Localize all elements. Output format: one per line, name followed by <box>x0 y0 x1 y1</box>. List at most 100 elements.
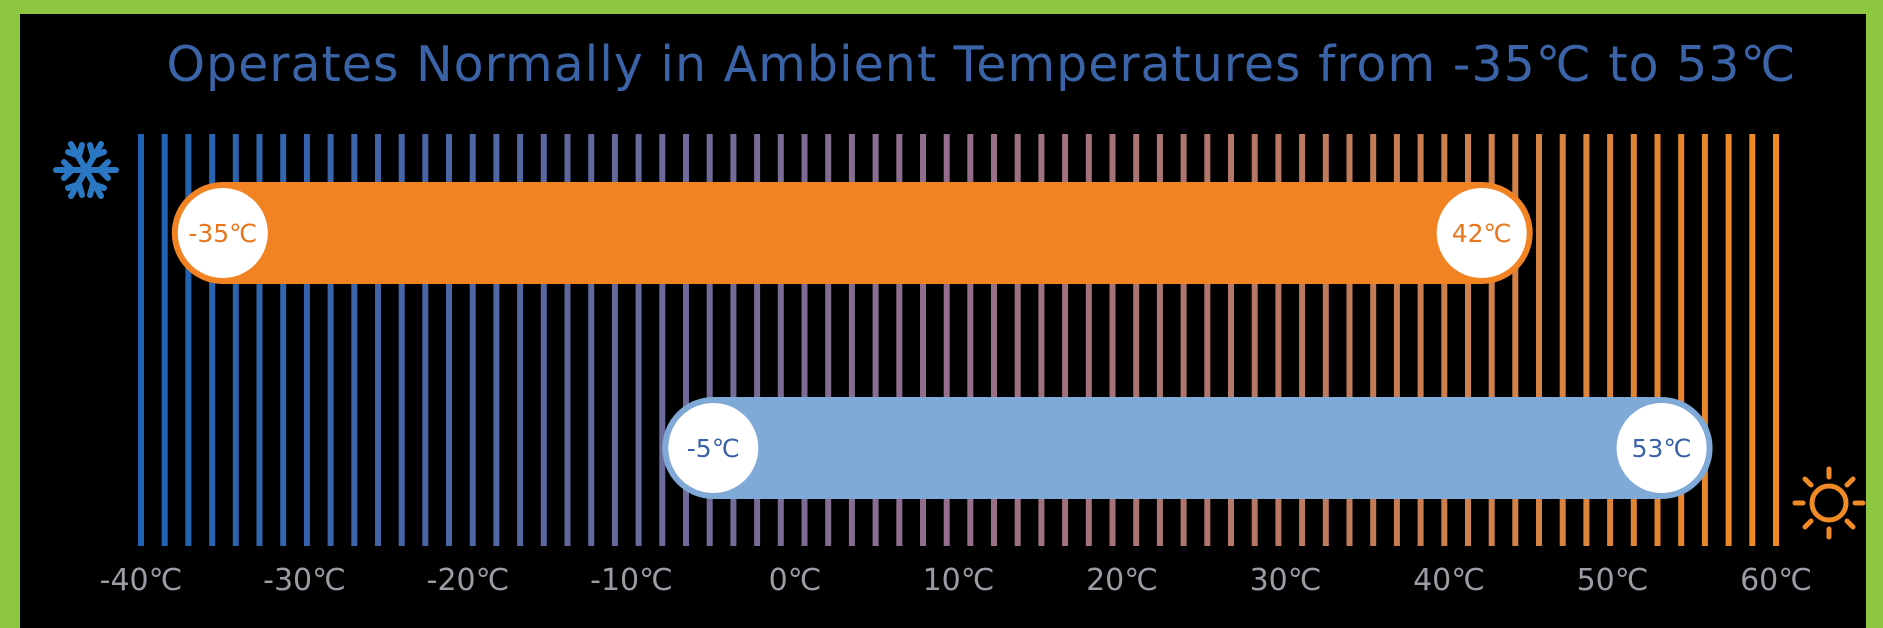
gradient-stripe <box>1725 134 1732 546</box>
page-title: Operates Normally in Ambient Temperature… <box>166 36 1797 93</box>
gradient-stripe <box>896 134 903 546</box>
orange-range-fill <box>171 182 1533 284</box>
gradient-stripe <box>564 134 571 546</box>
gradient-stripe <box>659 134 666 546</box>
blue-range-to-label: 53℃ <box>1632 434 1692 463</box>
gradient-stripe <box>1228 134 1234 546</box>
gradient-stripe <box>1654 134 1661 546</box>
scale-tick-labels: -40℃ -30℃ -20℃ -10℃ 0℃ 10℃ 20℃ 30℃ 40℃ 50℃ 60℃ <box>100 563 1812 598</box>
gradient-stripe <box>777 134 784 546</box>
gradient-stripe <box>1559 134 1566 546</box>
gradient-stripe <box>1370 134 1377 546</box>
gradient-stripe <box>706 134 713 546</box>
gradient-stripe <box>1607 134 1614 546</box>
gradient-stripe <box>469 134 476 546</box>
gradient-stripe <box>611 134 618 546</box>
gradient-stripe <box>1085 134 1092 546</box>
orange-range-bar: -35℃ 42℃ <box>171 182 1533 284</box>
frame-border-left <box>0 0 20 628</box>
gradient-stripe <box>730 134 737 546</box>
gradient-stripe <box>256 134 263 546</box>
gradient-stripe <box>1180 134 1187 546</box>
gradient-stripe <box>1156 134 1163 546</box>
gradient-stripe <box>540 134 547 546</box>
frame-border-right <box>1866 0 1883 628</box>
gradient-stripe <box>825 134 832 546</box>
gradient-stripe <box>209 134 216 546</box>
gradient-stripe <box>422 134 429 546</box>
gradient-stripe <box>1275 134 1282 546</box>
gradient-stripe <box>446 134 452 546</box>
gradient-stripe <box>1749 134 1756 546</box>
orange-range-from-marker <box>177 188 268 278</box>
gradient-stripe <box>517 134 524 546</box>
orange-range-from-label: -35℃ <box>188 219 257 248</box>
gradient-stripe <box>920 134 926 546</box>
gradient-stripe <box>872 134 879 546</box>
gradient-stripe <box>1062 134 1069 546</box>
orange-range-to-label: 42℃ <box>1452 219 1512 248</box>
gradient-stripe <box>683 134 689 546</box>
gradient-stripe <box>1346 134 1353 546</box>
gradient-stripe <box>754 134 761 546</box>
gradient-stripe <box>161 134 168 546</box>
gradient-stripe <box>1465 134 1471 546</box>
gradient-stripe <box>1701 134 1708 546</box>
gradient-stripe <box>1251 134 1258 546</box>
gradient-stripe <box>1038 134 1045 546</box>
tick-label: 40℃ <box>1413 563 1485 598</box>
gradient-stripe <box>375 134 381 546</box>
gradient-stripe <box>138 134 144 546</box>
gradient-stripe <box>1678 134 1685 546</box>
range-bars: -35℃ 42℃ -5℃ 53℃ <box>171 182 1713 499</box>
gradient-stripe <box>1393 134 1400 546</box>
gradient-stripe <box>588 134 595 546</box>
gradient-stripe <box>1417 134 1424 546</box>
gradient-stripe <box>635 134 642 546</box>
gradient-stripe <box>1322 134 1329 546</box>
tick-label: 30℃ <box>1250 563 1322 598</box>
gradient-stripe <box>1630 134 1637 546</box>
gradient-stripe <box>943 134 950 546</box>
gradient-stripe <box>848 134 855 546</box>
gradient-stripe <box>493 134 500 546</box>
gradient-stripe <box>1109 134 1116 546</box>
tick-label: 60℃ <box>1740 563 1812 598</box>
frame-border-top <box>0 0 1883 14</box>
gradient-stripe <box>280 134 287 546</box>
gradient-stripe <box>991 134 997 546</box>
tick-label: -20℃ <box>427 563 510 598</box>
gradient-stripe <box>1512 134 1519 546</box>
tick-label: 10℃ <box>923 563 995 598</box>
blue-range-to-marker <box>1616 403 1707 493</box>
gradient-stripe <box>967 134 974 546</box>
gradient-stripe <box>1204 134 1211 546</box>
tick-label: -10℃ <box>590 563 673 598</box>
gradient-stripe <box>1488 134 1495 546</box>
gradient-stripe <box>232 134 239 546</box>
gradient-stripe <box>1441 134 1448 546</box>
gradient-stripe <box>1583 134 1590 546</box>
sun-icon <box>1792 466 1866 540</box>
gradient-stripe <box>1536 134 1542 546</box>
blue-range-from-marker <box>668 403 759 493</box>
tick-label: 20℃ <box>1086 563 1158 598</box>
gradient-stripe <box>1133 134 1140 546</box>
tick-label: 0℃ <box>769 563 822 598</box>
snowflake-icon <box>53 141 119 199</box>
blue-range-fill <box>662 397 1713 499</box>
gradient-stripe <box>1773 134 1779 546</box>
blue-range-from-label: -5℃ <box>687 434 740 463</box>
gradient-stripe <box>185 134 192 546</box>
gradient-stripe <box>1299 134 1306 546</box>
gradient-stripe <box>327 134 334 546</box>
gradient-stripe <box>351 134 358 546</box>
gradient-stripe <box>801 134 808 546</box>
gradient-stripe <box>303 134 310 546</box>
tick-label: -30℃ <box>263 563 346 598</box>
tick-label: -40℃ <box>100 563 183 598</box>
tick-label: 50℃ <box>1577 563 1649 598</box>
blue-range-bar: -5℃ 53℃ <box>662 397 1713 499</box>
